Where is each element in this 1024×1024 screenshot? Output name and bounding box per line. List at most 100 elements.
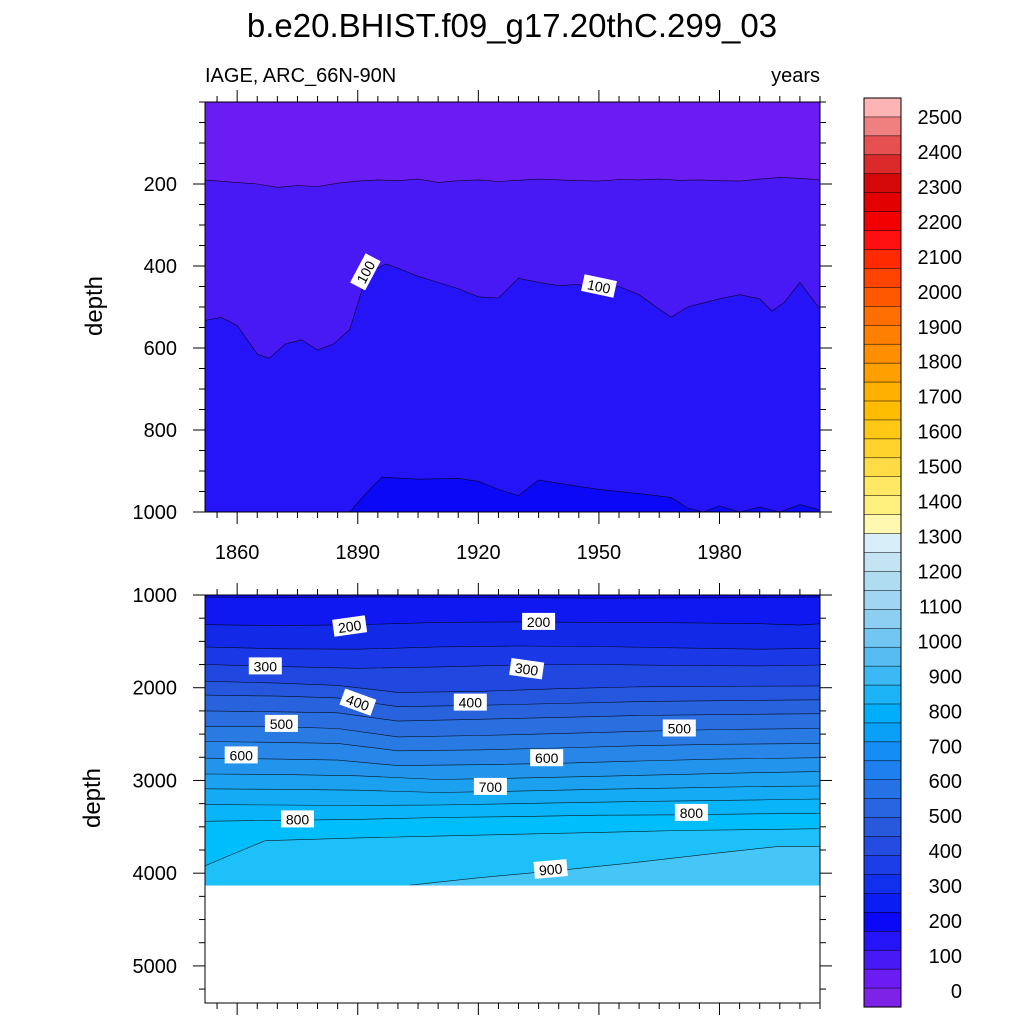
contour-line [205, 710, 820, 722]
contour-label: 200 [332, 615, 368, 637]
colorbar-box [863, 779, 902, 800]
colorbar-box [863, 192, 902, 213]
colorbar-label: 900 [929, 666, 962, 688]
contour-label-text: 300 [514, 660, 540, 679]
colorbar-box [863, 684, 902, 705]
colorbar-box [863, 230, 902, 251]
upper-y-axis-label: depth [81, 276, 108, 336]
colorbar-label: 1900 [918, 317, 963, 339]
contour-label-text: 700 [479, 779, 503, 795]
colorbar-label: 2400 [918, 142, 963, 164]
colorbar-box [863, 495, 902, 516]
colorbar-box [863, 646, 902, 667]
colorbar-box [863, 154, 902, 175]
contour-label: 500 [264, 714, 298, 732]
contour-line [205, 680, 820, 693]
colorbar-box [863, 912, 902, 932]
contour-label-text: 200 [527, 614, 551, 630]
colorbar-box [863, 325, 902, 345]
colorbar-label: 2000 [918, 282, 963, 304]
right-subtitle: years [771, 65, 820, 87]
contour-label: 900 [533, 859, 568, 879]
contour-label: 600 [224, 746, 258, 764]
y-tick-label: 2000 [133, 678, 178, 700]
colorbar-label: 2300 [918, 177, 963, 199]
contour-line [205, 798, 820, 806]
colorbar-label: 1100 [919, 596, 962, 618]
colorbar-label: 100 [929, 946, 962, 968]
contour-label: 400 [339, 688, 377, 716]
contour-band [205, 264, 820, 512]
colorbar-box [863, 987, 902, 1008]
colorbar-label: 0 [951, 981, 962, 1003]
contour-label: 200 [522, 612, 556, 630]
colorbar-box [863, 362, 902, 383]
contour-label-text: 800 [680, 805, 704, 821]
x-tick-label: 1980 [697, 542, 742, 564]
colorbar-box [863, 893, 902, 913]
upper-panel: 100 100 200 400 600 800 1000 1860 1890 1920 1950 19… [133, 90, 832, 564]
contour-label: 800 [674, 803, 708, 821]
y-tick-label: 5000 [133, 956, 178, 978]
colorbar-box [863, 703, 902, 724]
contour-label-text: 100 [586, 276, 612, 297]
y-tick-label: 400 [144, 256, 177, 278]
colorbar-box [863, 476, 902, 497]
colorbar-box [863, 760, 902, 781]
colorbar-box [863, 514, 902, 535]
contour-line [205, 596, 820, 599]
colorbar-box [863, 798, 902, 819]
colorbar-label: 400 [929, 841, 962, 863]
colorbar-box [863, 874, 902, 894]
y-tick-label: 1000 [133, 502, 178, 524]
colorbar-box [863, 628, 902, 648]
colorbar-box [863, 931, 902, 951]
colorbar-label: 1800 [918, 352, 963, 374]
colorbar-label: 300 [929, 876, 962, 898]
colorbar-box [863, 552, 902, 572]
colorbar-box [863, 306, 902, 326]
colorbar-box [863, 116, 902, 137]
colorbar-label: 1000 [918, 631, 963, 653]
colorbar-label: 2500 [918, 107, 963, 129]
contour-band [349, 477, 820, 512]
colorbar-box [863, 533, 902, 554]
colorbar-box [863, 249, 902, 269]
contour-label: 400 [453, 693, 487, 711]
colorbar-label: 500 [929, 806, 962, 828]
contour-line [205, 645, 820, 650]
contour-label: 800 [281, 810, 314, 828]
y-tick-label: 3000 [133, 770, 178, 792]
colorbar-box [863, 381, 902, 402]
contour-label-text: 600 [230, 747, 254, 763]
colorbar-box [863, 343, 902, 364]
colorbar-label: 1300 [918, 527, 963, 549]
contour-label-text: 500 [668, 721, 692, 737]
contour-label: 300 [248, 657, 282, 675]
colorbar-box [863, 665, 902, 686]
colorbar-box [863, 968, 902, 989]
colorbar-box [863, 590, 902, 610]
contour-fills [205, 102, 820, 512]
y-tick-label: 800 [144, 420, 177, 442]
colorbar-label: 1500 [918, 457, 963, 479]
colorbar-box [863, 855, 902, 875]
colorbar-box [863, 400, 902, 421]
contour-band [410, 846, 820, 886]
left-subtitle: IAGE, ARC_66N-90N [205, 65, 396, 87]
contour-label-text: 900 [538, 860, 563, 878]
colorbar-box [863, 741, 902, 762]
colorbar-box [863, 97, 902, 118]
contour-line [409, 846, 820, 886]
colorbar-box [863, 722, 902, 743]
colorbar-label: 700 [929, 736, 962, 758]
contour-line [205, 263, 820, 359]
contour-label-text: 500 [270, 716, 294, 732]
y-tick-label: 200 [144, 174, 177, 196]
colorbar-label: 1200 [918, 561, 963, 583]
y-tick-label: 4000 [133, 863, 178, 885]
colorbar-label: 1400 [918, 492, 963, 514]
contour-line [205, 828, 820, 867]
colorbar-box [863, 135, 902, 156]
contour-line [349, 476, 820, 512]
